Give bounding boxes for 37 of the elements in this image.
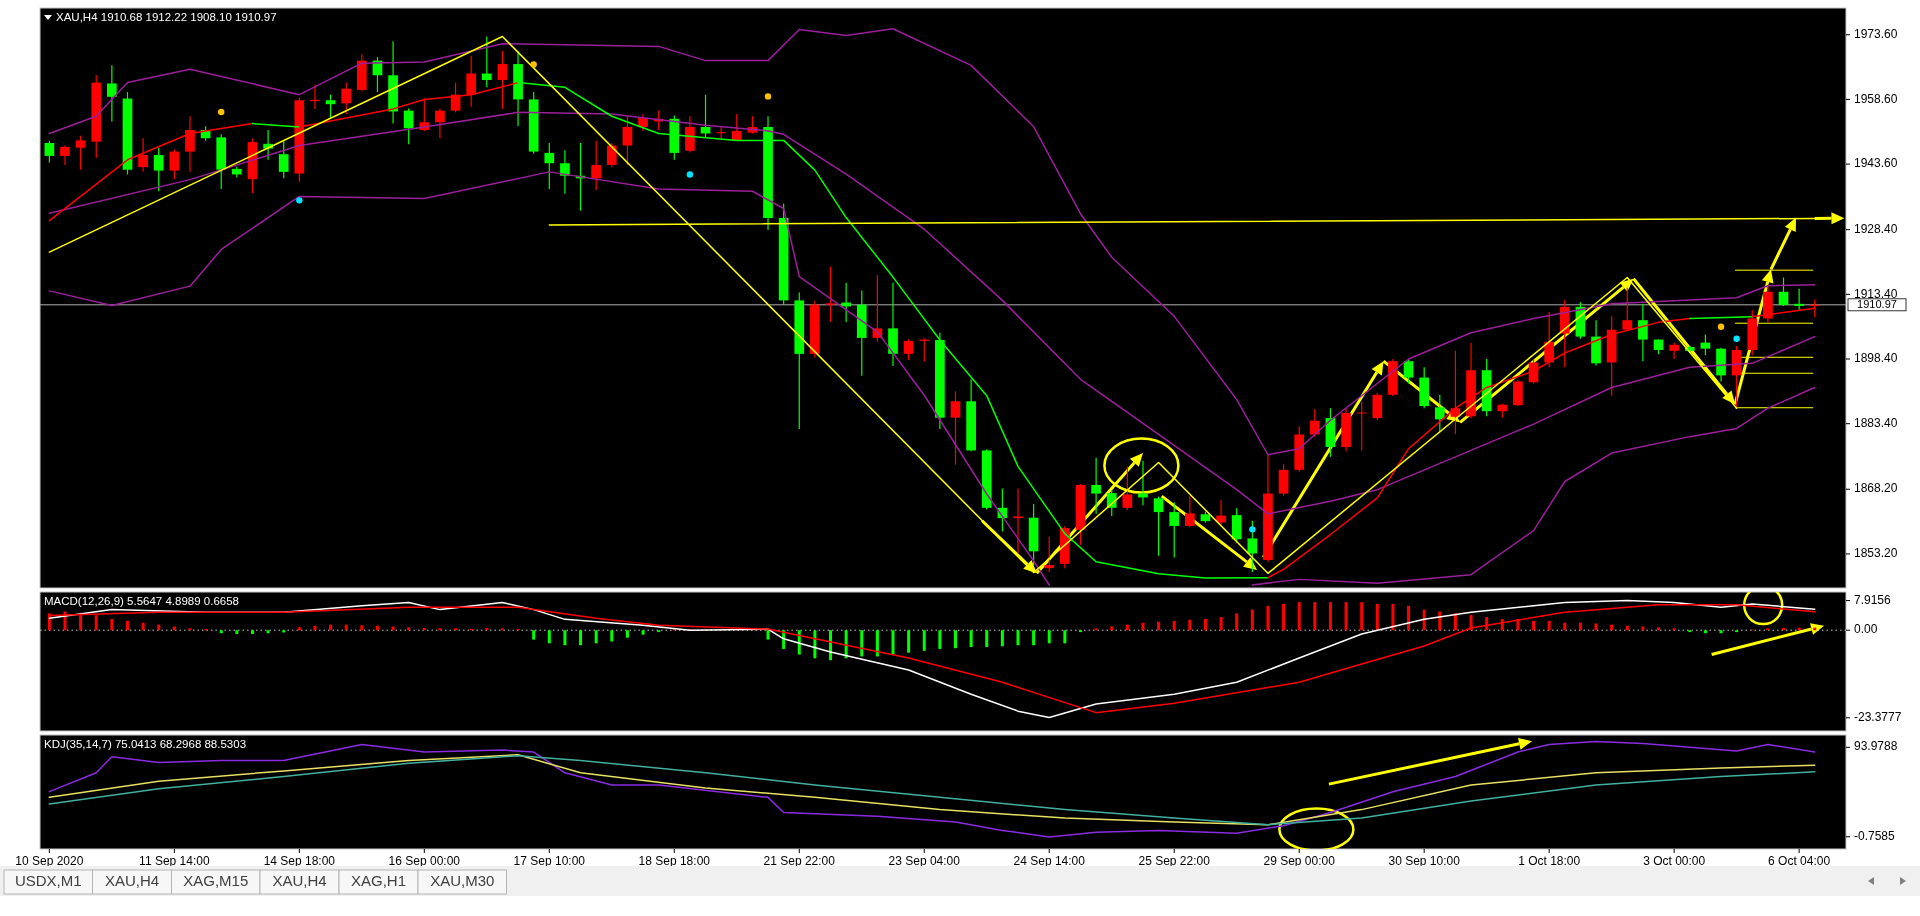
y-tick-label: 1853.20 — [1854, 546, 1898, 561]
x-tick-label: 11 Sep 14:00 — [139, 854, 210, 868]
x-tick-label: 21 Sep 22:00 — [763, 854, 836, 868]
x-tick-label: 16 Sep 00:00 — [388, 854, 461, 868]
text: XAG,M15 — [183, 872, 249, 889]
y-tick-label: 1943.60 — [1854, 156, 1898, 171]
text: XAU,M30 — [430, 872, 495, 889]
y-tick-label: 0.00 — [1854, 622, 1878, 637]
y-tick-label: 93.9788 — [1854, 739, 1898, 754]
x-tick-label: 14 Sep 18:00 — [263, 854, 336, 868]
chart-title: XAU,H4 1910.68 1912.22 1908.10 1910.97 — [56, 11, 277, 23]
x-tick-label: 30 Sep 10:00 — [1388, 854, 1461, 868]
x-tick-label: 29 Sep 00:00 — [1263, 854, 1336, 868]
y-tick-label: 1958.60 — [1854, 91, 1898, 106]
x-tick-label: 10 Sep 2020 — [15, 854, 84, 868]
y-tick-label: 7.9156 — [1854, 592, 1892, 607]
text: XAU,H4 — [104, 872, 160, 889]
chart-title: KDJ(35,14,7) 75.0413 68.2968 88.5303 — [44, 738, 247, 750]
x-tick-label: 6 Oct 04:00 — [1768, 854, 1831, 868]
text: XAG,H1 — [350, 872, 407, 889]
y-tick-label: -0.7585 — [1854, 828, 1896, 843]
y-tick-label: 1928.40 — [1854, 221, 1898, 236]
y-tick-label: 1973.60 — [1854, 26, 1898, 41]
chart-title: MACD(12,26,9) 5.5647 4.8989 0.6658 — [44, 595, 239, 607]
y-tick-label: -23.3777 — [1854, 709, 1902, 724]
x-tick-label: 17 Sep 10:00 — [513, 854, 586, 868]
x-tick-label: 23 Sep 04:00 — [888, 854, 961, 868]
text: XAU,H4 — [272, 872, 327, 889]
x-tick-label: 3 Oct 00:00 — [1643, 854, 1706, 868]
y-tick-label: 1868.20 — [1854, 481, 1898, 496]
text: USDX,M1 — [14, 872, 82, 889]
x-tick-label: 24 Sep 14:00 — [1013, 854, 1086, 868]
x-tick-label: 25 Sep 22:00 — [1138, 854, 1211, 868]
y-tick-label: 1898.40 — [1854, 351, 1898, 366]
x-tick-label: 1 Oct 18:00 — [1518, 854, 1581, 868]
x-tick-label: 18 Sep 18:00 — [638, 854, 711, 868]
y-tick-label: 1883.40 — [1854, 415, 1898, 430]
